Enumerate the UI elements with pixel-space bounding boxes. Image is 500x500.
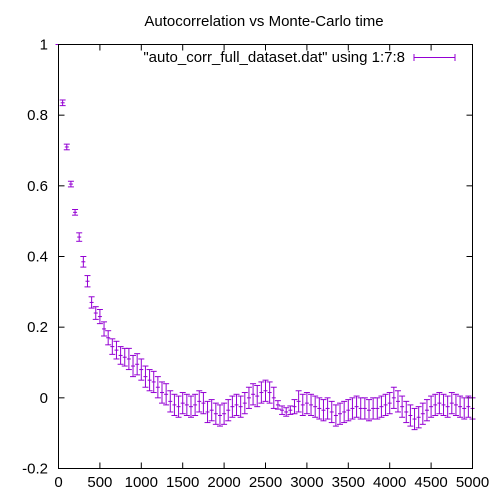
x-tick-label: 1500 xyxy=(166,474,199,491)
data-point xyxy=(205,401,211,422)
data-point xyxy=(399,396,405,417)
data-point xyxy=(436,393,442,414)
data-point xyxy=(134,354,140,375)
data-point xyxy=(370,398,376,419)
data-point xyxy=(465,396,471,417)
data-point xyxy=(155,377,161,398)
data-point xyxy=(345,400,351,421)
data-point xyxy=(151,371,157,392)
chart-title: Autocorrelation vs Monte-Carlo time xyxy=(144,13,383,30)
data-point xyxy=(130,355,136,376)
x-tick-label: 5000 xyxy=(456,474,489,491)
x-tick-label: 3500 xyxy=(332,474,365,491)
data-point xyxy=(354,396,360,417)
x-tick-label: 3000 xyxy=(290,474,323,491)
data-point xyxy=(159,382,165,403)
data-point xyxy=(349,398,355,419)
y-tick-label: 0.8 xyxy=(27,107,48,124)
data-point xyxy=(60,100,66,106)
data-point xyxy=(275,401,281,409)
y-tick-label: 0 xyxy=(40,390,48,407)
x-tick-label: 0 xyxy=(54,474,62,491)
data-point xyxy=(118,347,124,365)
data-point xyxy=(184,394,190,415)
data-point xyxy=(271,387,277,408)
data-point xyxy=(453,394,459,415)
data-point xyxy=(80,257,86,268)
data-series xyxy=(56,45,476,430)
data-point xyxy=(366,400,372,421)
data-point xyxy=(432,394,438,415)
data-point xyxy=(76,233,82,241)
data-point xyxy=(316,398,322,419)
x-tick-label: 500 xyxy=(87,474,112,491)
data-point xyxy=(84,276,90,287)
data-point xyxy=(320,400,326,421)
data-point xyxy=(358,398,364,419)
x-tick-label: 1000 xyxy=(125,474,158,491)
data-point xyxy=(188,396,194,417)
x-tick-label: 2500 xyxy=(249,474,282,491)
y-tick-label: 0.2 xyxy=(27,319,48,336)
x-tick-label: 4000 xyxy=(373,474,406,491)
data-point xyxy=(64,144,70,150)
y-tick-label: 1 xyxy=(40,37,48,54)
data-point xyxy=(217,405,223,426)
data-point xyxy=(461,398,467,419)
data-point xyxy=(378,396,384,417)
data-point xyxy=(163,384,169,405)
data-point xyxy=(441,394,447,415)
legend: "auto_corr_full_dataset.dat" using 1:7:8 xyxy=(143,49,455,66)
data-point xyxy=(383,394,389,415)
data-point xyxy=(312,396,318,417)
data-point xyxy=(374,398,380,419)
data-point xyxy=(200,393,206,414)
legend-errorbar-key xyxy=(414,54,455,61)
y-tick-label: 0.6 xyxy=(27,178,48,195)
y-tick-label: 0.4 xyxy=(27,249,48,266)
data-point xyxy=(362,398,368,419)
data-point xyxy=(105,331,111,345)
data-point xyxy=(138,359,144,380)
data-point xyxy=(387,393,393,414)
data-point xyxy=(72,210,78,216)
data-point xyxy=(337,403,343,424)
legend-label: "auto_corr_full_dataset.dat" using 1:7:8 xyxy=(143,49,405,66)
data-point xyxy=(267,382,273,403)
x-tick-label: 2000 xyxy=(207,474,240,491)
data-point xyxy=(304,393,310,414)
y-tick-label: -0.2 xyxy=(22,461,48,478)
data-point xyxy=(68,181,74,187)
x-tick-label: 4500 xyxy=(414,474,447,491)
data-point xyxy=(234,394,240,415)
data-point xyxy=(113,341,119,359)
data-point xyxy=(341,401,347,422)
data-point xyxy=(122,348,128,366)
data-point xyxy=(308,394,314,415)
data-point xyxy=(457,396,463,417)
data-point xyxy=(263,380,269,401)
